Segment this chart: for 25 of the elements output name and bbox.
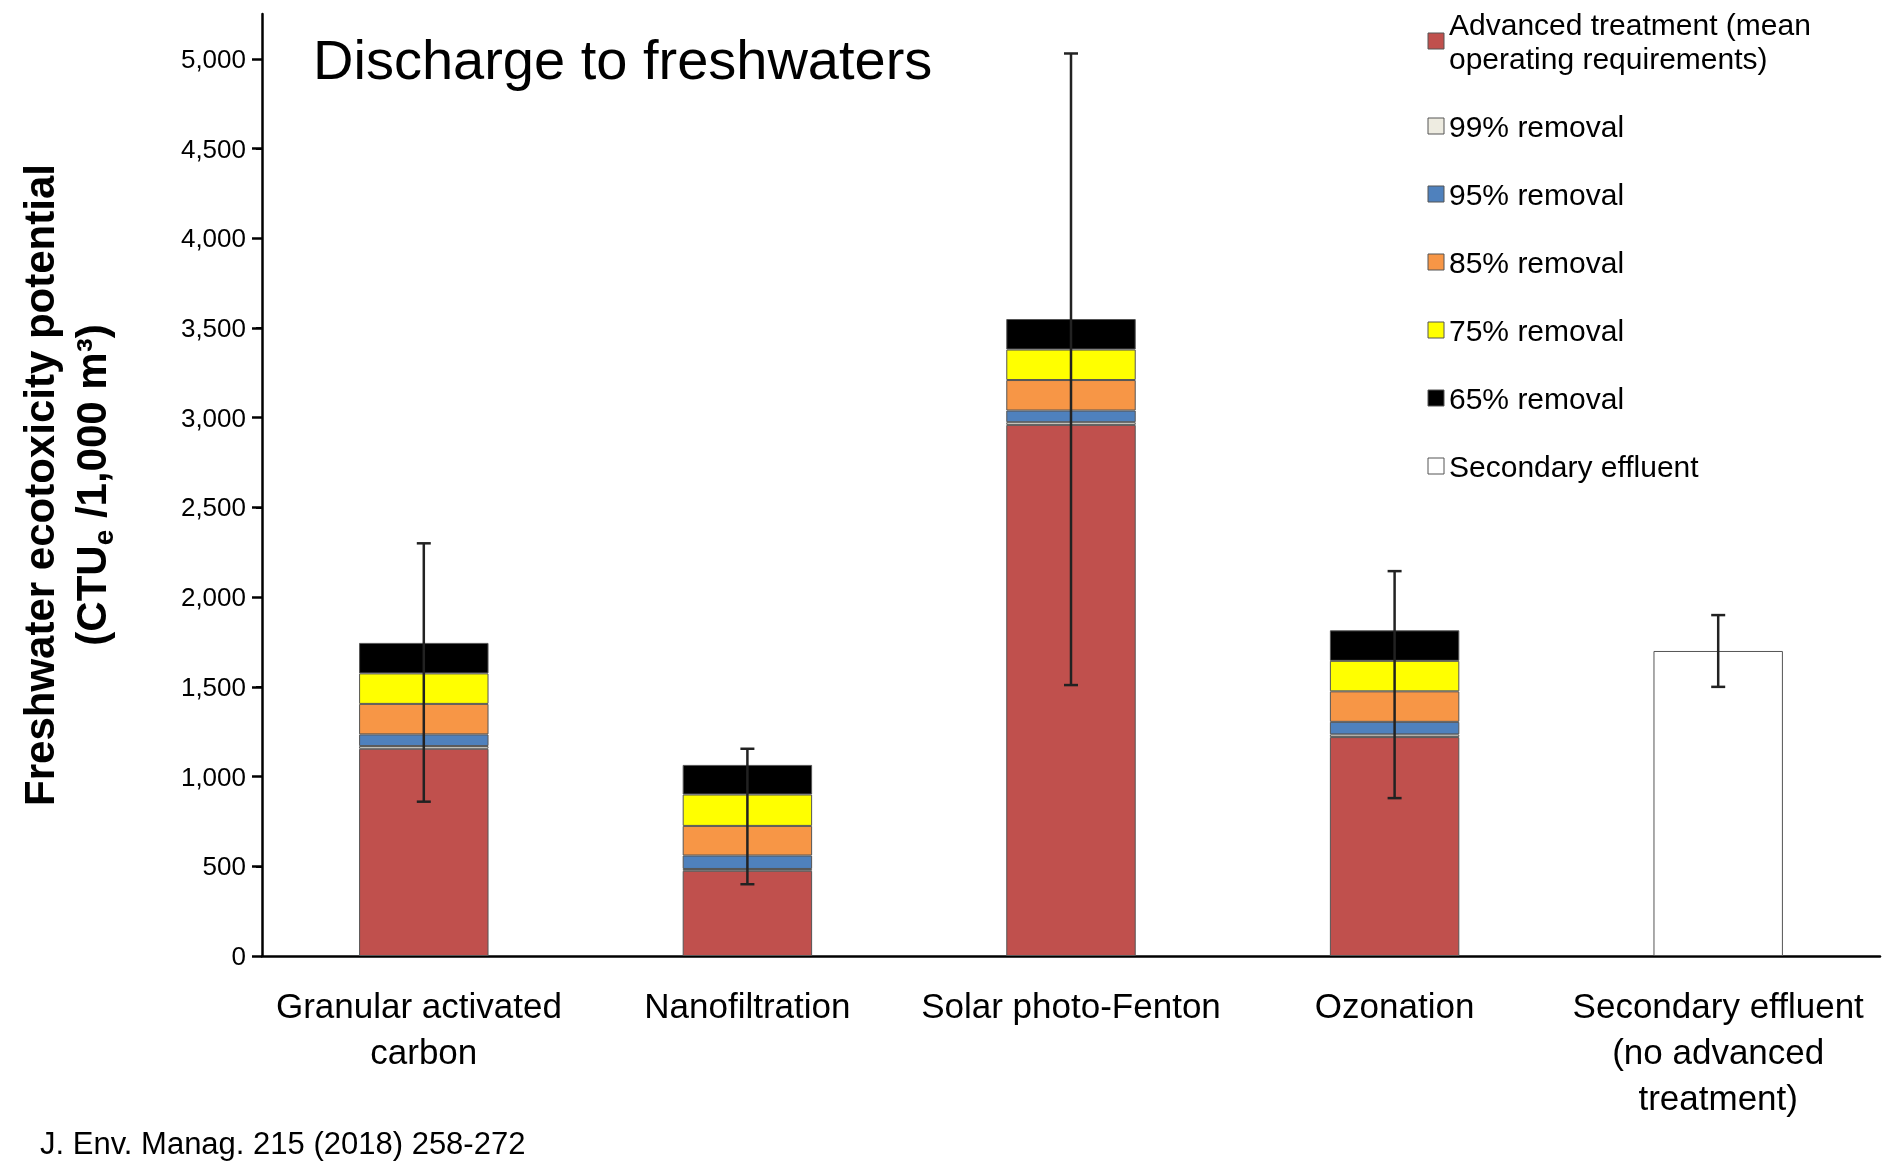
x-tick-label: Solar photo-Fenton: [921, 985, 1221, 1025]
y-tick-label: 500: [202, 851, 246, 882]
legend-label: Secondary effluent: [1449, 449, 1700, 483]
chart-title: Discharge to freshwaters: [313, 27, 933, 91]
x-tick-label: Nanofiltration: [644, 985, 851, 1025]
legend-label: 85% removal: [1449, 245, 1625, 279]
x-tick-label: Ozonation: [1314, 985, 1475, 1025]
legend-label: 99% removal: [1449, 109, 1625, 143]
y-tick-label: 2,500: [180, 492, 246, 523]
legend-label: Advanced treatment (mean operating requirements): [1449, 7, 1820, 75]
y-tick-label: 3,000: [180, 402, 246, 433]
legend-label: 95% removal: [1449, 177, 1625, 211]
y-tick-label: 2,000: [180, 582, 246, 613]
y-tick-label: 5,000: [180, 43, 246, 74]
x-tick-label: Secondary effluent (no advanced treatment): [1572, 985, 1865, 1117]
legend-label: 75% removal: [1449, 313, 1625, 347]
text: J. Env. Manag. 215 (2018) 258-272: [40, 1126, 526, 1161]
y-tick-label: 4,000: [180, 223, 246, 254]
x-tick-label: Granular activated carbon: [275, 985, 572, 1071]
legend-label: 65% removal: [1449, 381, 1625, 415]
y-tick-label: 1,000: [180, 761, 246, 792]
y-tick-label: 4,500: [180, 133, 246, 164]
y-tick-label: 1,500: [180, 671, 246, 702]
y-tick-label: 0: [231, 941, 246, 971]
y-tick-label: 3,500: [180, 313, 246, 343]
